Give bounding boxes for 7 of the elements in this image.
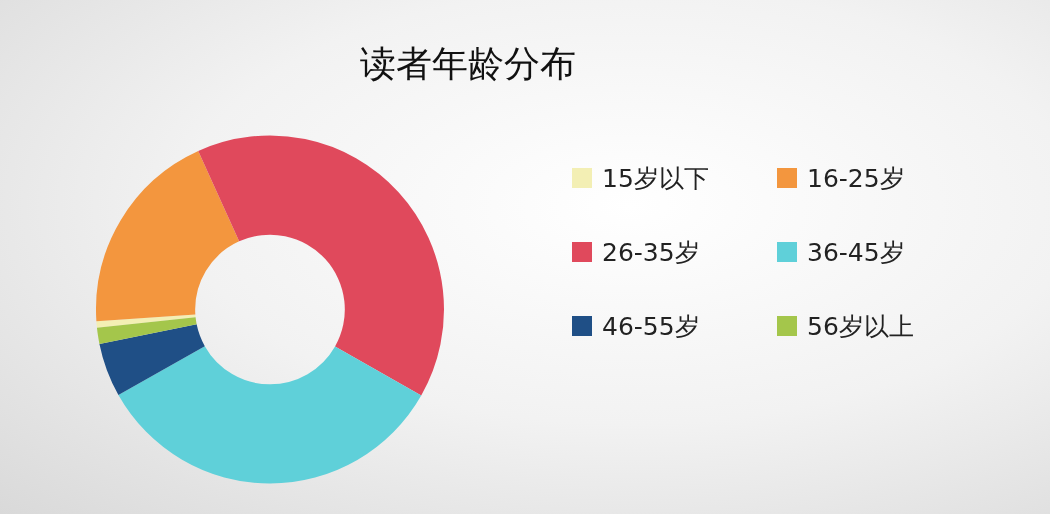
legend-label: 16-25岁 (807, 162, 905, 195)
chart-title: 读者年龄分布 (359, 42, 577, 86)
legend-label: 56岁以上 (807, 310, 914, 343)
legend-label: 46-55岁 (602, 310, 700, 343)
legend-label: 15岁以下 (602, 162, 709, 195)
legend-label: 26-35岁 (602, 236, 700, 269)
legend-label: 36-45岁 (807, 236, 905, 269)
